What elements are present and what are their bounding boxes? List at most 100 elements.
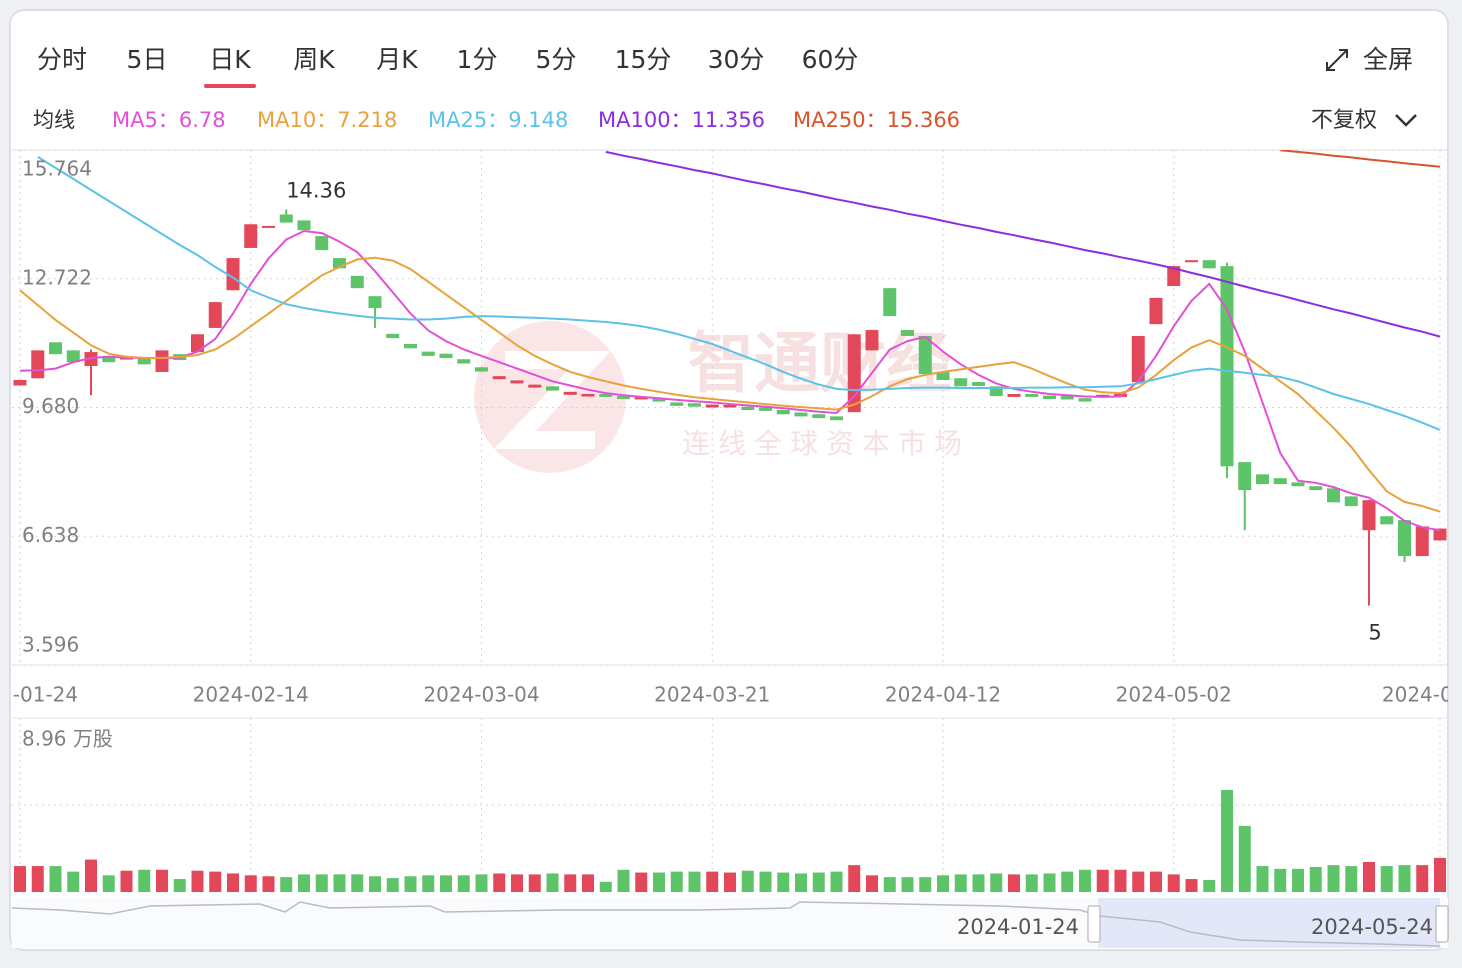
period-tab[interactable]: 1分 <box>457 45 498 74</box>
candle-body <box>972 382 985 386</box>
volume-bar <box>1434 857 1446 892</box>
volume-bar <box>724 872 736 892</box>
candle-body <box>1202 260 1216 269</box>
candle-body <box>1025 393 1039 397</box>
fullscreen-button[interactable]: 全屏 <box>1326 45 1413 74</box>
x-tick-label: 2024-04-12 <box>885 683 1001 707</box>
volume-bar <box>848 865 861 892</box>
volume-bar <box>333 874 346 892</box>
low-label: 5 <box>1368 621 1381 645</box>
x-tick-label: 2024-02-14 <box>193 683 309 707</box>
candle-body <box>1433 528 1447 541</box>
volume-bar <box>954 874 967 892</box>
ma-legend-entry: MA100：11.356 <box>598 108 765 132</box>
y-tick-label: 9.680 <box>22 394 79 418</box>
candle-body <box>475 367 488 372</box>
candle-body <box>1291 482 1305 487</box>
candle-body <box>1185 260 1198 263</box>
volume-bar <box>227 873 239 892</box>
volume-bar <box>1309 866 1322 892</box>
volume-bar <box>1345 866 1358 892</box>
volume-bar <box>635 872 648 892</box>
y-tick-label: 12.722 <box>22 265 92 289</box>
fullscreen-label[interactable]: 全屏 <box>1363 45 1413 74</box>
period-tab[interactable]: 5分 <box>536 45 577 74</box>
candle-body <box>208 302 222 328</box>
annotations: 3.596 6.638 9.680 12.722 15.764 8.96 万股 14.36 5 <box>22 157 1382 751</box>
navigator-handle[interactable] <box>1087 905 1101 943</box>
candle-body <box>421 351 435 356</box>
ma-line <box>605 150 1441 338</box>
volume-bar <box>262 876 275 892</box>
period-tab[interactable]: 5日 <box>127 45 168 74</box>
volume-bar <box>1416 865 1429 892</box>
period-tab[interactable]: 月K <box>376 45 418 74</box>
period-tab[interactable]: 周K <box>293 45 335 74</box>
candle-body <box>563 391 577 395</box>
period-tab[interactable]: 15分 <box>615 45 672 74</box>
volume-bar <box>582 874 594 892</box>
high-label: 14.36 <box>286 178 346 202</box>
adjust-dropdown[interactable]: 不复权 <box>1311 108 1417 133</box>
candle-body <box>13 379 27 386</box>
candle-body <box>262 225 275 228</box>
watermark-slogan: 连线全球资本市场 <box>682 427 970 460</box>
volume-bar <box>653 872 665 892</box>
volume-bar <box>830 871 843 892</box>
navigator-end-label: 2024-05-24 <box>1311 915 1433 939</box>
candle-body <box>1380 516 1394 525</box>
candle-body <box>1238 462 1252 491</box>
navigator-handle[interactable] <box>1435 905 1449 943</box>
volume-bar <box>1221 789 1233 892</box>
candle-body <box>1273 478 1287 485</box>
candle-body <box>705 404 719 408</box>
volume-bar <box>919 877 932 892</box>
x-tick-label: 2024-03-04 <box>423 683 539 707</box>
card <box>9 9 1449 951</box>
candle-body <box>865 330 879 351</box>
candle-body <box>546 386 559 391</box>
candle-body <box>279 214 293 223</box>
volume-bar <box>102 875 115 892</box>
ma-legend-entry: MA25：9.148 <box>428 108 568 132</box>
volume-bar <box>209 871 222 892</box>
candle-body <box>1415 526 1429 557</box>
candle-body <box>1043 395 1056 400</box>
candle-body <box>492 376 506 380</box>
candle-body <box>457 359 471 364</box>
period-tab[interactable]: 日K <box>209 45 251 74</box>
candle-body <box>1256 474 1269 485</box>
volume-bar <box>706 871 719 892</box>
candle-body <box>66 350 80 363</box>
candle-body <box>1060 396 1074 400</box>
candle-body <box>31 350 45 379</box>
candle-body <box>936 371 950 380</box>
volume-bar <box>617 869 630 892</box>
candle-body <box>883 288 897 317</box>
period-tabs: 分时 5日 日K 周K 月K 1分 5分 15分 30分 60分 <box>37 45 858 88</box>
ma-legend-entry: MA10：7.218 <box>257 108 397 132</box>
period-tab[interactable]: 分时 <box>37 45 87 74</box>
volume-bar <box>1096 869 1109 892</box>
period-tab[interactable]: 60分 <box>802 45 859 74</box>
navigator-selection[interactable] <box>1098 898 1440 948</box>
adjust-label[interactable]: 不复权 <box>1311 108 1377 133</box>
candle-body <box>901 330 914 336</box>
volume-bar <box>315 874 328 892</box>
x-axis: 2024-01-24 2024-02-14 2024-03-04 2024-03-21… <box>12 683 1462 707</box>
candle-body <box>1344 496 1358 507</box>
x-tick-label: 2024-05-24 <box>1382 683 1462 707</box>
volume-plot <box>14 789 1446 892</box>
candle-body <box>1131 335 1145 383</box>
volume-bar <box>1043 873 1056 892</box>
volume-bar <box>1398 865 1411 892</box>
ma-legend-entry: MA5：6.78 <box>112 108 226 132</box>
y-tick-label: 6.638 <box>22 523 79 547</box>
candle-body <box>439 353 453 358</box>
candle-body <box>723 404 737 408</box>
period-tab[interactable]: 30分 <box>708 45 765 74</box>
volume-bar <box>156 869 168 892</box>
navigator-history <box>11 901 1441 947</box>
volume-bar <box>31 866 44 892</box>
navigator[interactable]: 2024-01-24 2024-05-24 <box>11 898 1449 948</box>
